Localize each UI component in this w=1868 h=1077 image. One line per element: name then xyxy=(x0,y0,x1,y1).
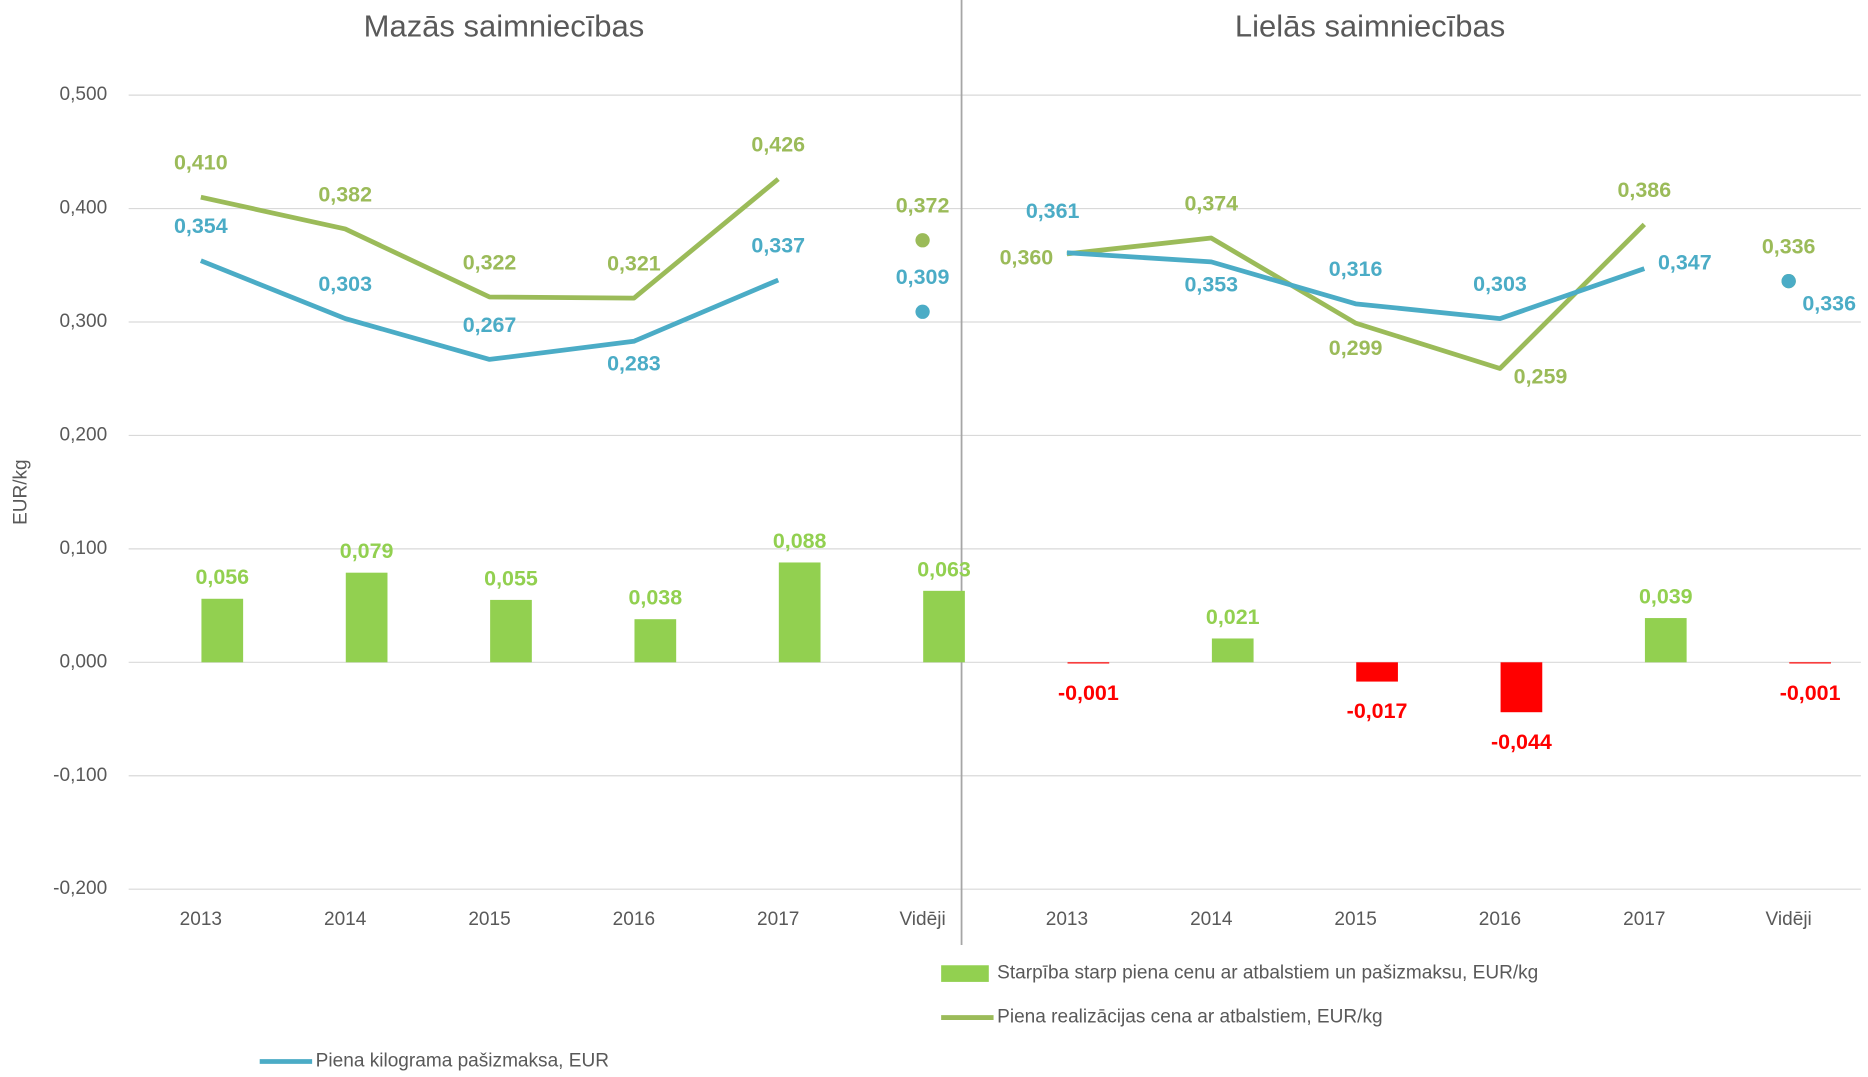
bar xyxy=(490,599,532,663)
bar-value-label: 0,039 xyxy=(1639,585,1693,609)
line-value-label: 0,321 xyxy=(607,252,661,276)
bar-value-label: 0,021 xyxy=(1206,605,1260,629)
line-value-label: 0,267 xyxy=(463,313,517,337)
y-tick-label: 0,000 xyxy=(60,651,108,672)
line-value-label: 0,303 xyxy=(1473,272,1527,296)
bar-value-label: 0,079 xyxy=(340,539,394,563)
bar xyxy=(1211,638,1254,663)
x-tick-label: Vidēji xyxy=(899,909,945,930)
bar xyxy=(1644,618,1687,663)
bar xyxy=(1067,662,1110,664)
average-marker xyxy=(1781,274,1796,289)
line-value-label: 0,309 xyxy=(896,265,950,289)
bar-value-label: -0,044 xyxy=(1491,730,1552,754)
y-tick-label: 0,400 xyxy=(60,198,108,219)
y-tick-label: 0,300 xyxy=(60,311,108,332)
line xyxy=(1066,222,1647,371)
line-value-label: 0,353 xyxy=(1184,272,1238,296)
line-value-label: 0,374 xyxy=(1184,191,1238,215)
line xyxy=(200,177,780,301)
line-value-label: 0,316 xyxy=(1329,257,1383,281)
legend-swatch xyxy=(941,965,989,982)
average-marker xyxy=(915,233,930,248)
line-value-label: 0,322 xyxy=(463,250,517,274)
x-tick-label: 2017 xyxy=(1623,909,1665,930)
bar xyxy=(634,619,677,663)
average-marker xyxy=(915,304,930,319)
legend-label: Starpība starp piena cenu ar atbalstiem … xyxy=(997,963,1538,984)
line-value-label: 0,386 xyxy=(1618,178,1672,202)
y-tick-label: 0,100 xyxy=(60,538,108,559)
bar-value-label: 0,088 xyxy=(773,529,827,553)
line-value-label: 0,372 xyxy=(896,194,950,218)
y-tick-label: -0,200 xyxy=(53,878,107,899)
line-value-label: 0,426 xyxy=(751,132,805,156)
line xyxy=(1066,250,1646,321)
y-tick-label: -0,100 xyxy=(53,765,107,786)
line xyxy=(199,258,780,362)
bar xyxy=(923,590,965,663)
line-value-label: 0,336 xyxy=(1802,292,1856,316)
panel-title: Lielās saimniecības xyxy=(1235,9,1505,44)
line-value-label: 0,382 xyxy=(318,182,372,206)
x-tick-label: 2016 xyxy=(613,909,655,930)
bar-value-label: -0,001 xyxy=(1058,681,1119,705)
line-value-label: 0,259 xyxy=(1514,365,1568,389)
panel-title: Mazās saimniecības xyxy=(364,9,645,44)
bar xyxy=(778,562,821,663)
x-tick-label: Vidēji xyxy=(1766,909,1812,930)
bar-value-label: 0,056 xyxy=(195,565,249,589)
x-tick-label: 2013 xyxy=(180,909,222,930)
bar-value-label: 0,038 xyxy=(629,586,683,610)
line-value-label: 0,299 xyxy=(1329,336,1383,360)
y-axis-label: EUR/kg xyxy=(10,459,31,525)
bar xyxy=(201,598,244,663)
y-tick-label: 0,200 xyxy=(60,424,108,445)
x-tick-label: 2016 xyxy=(1479,909,1521,930)
bar xyxy=(1356,662,1398,682)
x-tick-label: 2014 xyxy=(324,909,367,930)
line-value-label: 0,354 xyxy=(174,214,228,238)
x-tick-label: 2015 xyxy=(1334,909,1376,930)
line-value-label: 0,303 xyxy=(318,272,372,296)
line-value-label: 0,336 xyxy=(1762,235,1816,259)
bar-value-label: -0,017 xyxy=(1347,699,1408,723)
bar xyxy=(1789,662,1831,664)
legend-label: Piena realizācijas cena ar atbalstiem, E… xyxy=(997,1007,1382,1028)
x-tick-label: 2013 xyxy=(1046,909,1088,930)
x-tick-label: 2015 xyxy=(468,909,510,930)
line-value-label: 0,410 xyxy=(174,151,228,175)
y-tick-label: 0,500 xyxy=(60,84,108,105)
legend-label: Piena kilograma pašizmaksa, EUR xyxy=(316,1051,609,1072)
bar xyxy=(1500,662,1543,713)
line-value-label: 0,283 xyxy=(607,352,661,376)
line-value-label: 0,360 xyxy=(1000,245,1054,269)
line-value-label: 0,361 xyxy=(1026,199,1080,223)
bar-value-label: 0,063 xyxy=(917,557,971,581)
x-tick-label: 2017 xyxy=(757,909,799,930)
line-value-label: 0,337 xyxy=(751,233,805,257)
x-tick-label: 2014 xyxy=(1190,909,1233,930)
bar-value-label: -0,001 xyxy=(1780,681,1841,705)
line-value-label: 0,347 xyxy=(1658,251,1712,275)
bar-value-label: 0,055 xyxy=(484,566,538,590)
bar xyxy=(345,572,388,663)
